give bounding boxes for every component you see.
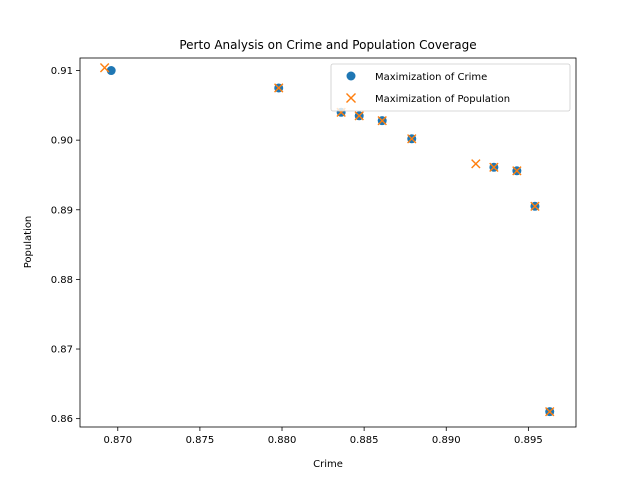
plot-frame [79,57,577,428]
y-tick-label: 0.88 [51,275,73,286]
y-tick-label: 0.86 [51,414,73,425]
point-population [512,166,522,176]
legend-marker-population [346,93,356,103]
y-tick-label: 0.91 [51,66,73,77]
legend-label-crime: Maximization of Crime [375,72,487,83]
point-population [99,63,110,73]
point-population [530,201,540,211]
x-axis-ticks: 0.870 0.875 0.880 0.885 0.890 0.895 [103,427,543,446]
y-tick-label: 0.89 [51,205,73,216]
x-tick-label: 0.880 [268,435,297,446]
y-tick-label: 0.87 [51,345,73,356]
y-axis-label: Population [23,216,34,269]
legend-label-population: Maximization of Population [375,94,510,105]
x-tick-label: 0.890 [432,435,461,446]
plot-background [80,58,576,427]
x-tick-label: 0.875 [186,435,215,446]
legend: Maximization of Crime Maximization of Po… [330,63,571,112]
point-population [545,406,555,417]
plot-area [80,58,576,427]
y-tick-label: 0.90 [51,136,73,147]
x-tick-label: 0.885 [350,435,379,446]
y-axis-ticks: 0.86 0.87 0.88 0.89 0.90 0.91 [51,66,80,425]
point-crime [106,66,116,76]
data-points [99,63,555,417]
point-population [274,83,284,93]
point-population [471,159,481,169]
legend-marker-crime [346,71,356,81]
chart-title: Perto Analysis on Crime and Population C… [179,38,476,52]
point-population [407,134,417,144]
point-population [377,115,387,126]
x-tick-label: 0.895 [514,435,543,446]
x-tick-label: 0.870 [103,435,132,446]
legend-box [330,63,571,112]
point-population [354,111,364,121]
point-population [489,162,499,173]
x-axis-label: Crime [313,459,343,470]
